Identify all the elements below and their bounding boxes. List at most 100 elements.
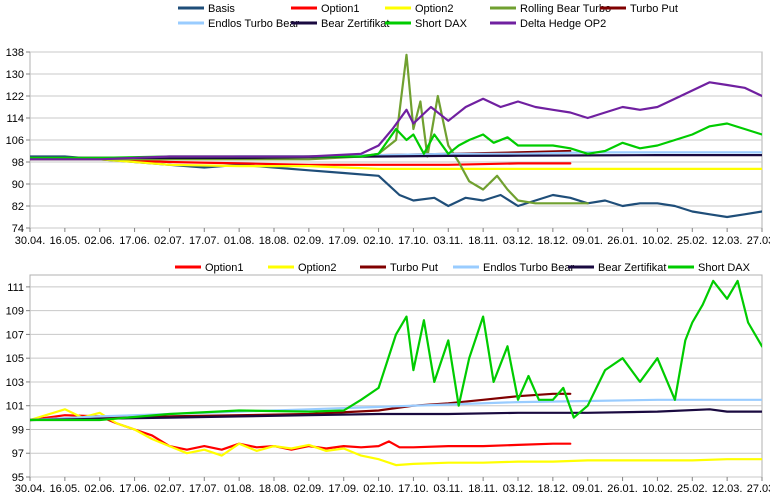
series-line-turbo-put bbox=[30, 392, 572, 422]
legend-label: Short DAX bbox=[415, 18, 468, 30]
x-tick-label: 17.06. bbox=[119, 483, 150, 495]
y-tick-label: 95 bbox=[12, 472, 24, 484]
x-tick-label: 17.07. bbox=[189, 235, 220, 247]
x-tick-label: 18.11. bbox=[468, 483, 498, 495]
y-tick-label: 111 bbox=[7, 282, 24, 294]
x-tick-label: 18.12. bbox=[538, 235, 569, 247]
y-tick-label: 103 bbox=[6, 377, 24, 389]
x-tick-label: 30.04. bbox=[15, 483, 46, 495]
legend-item: Short DAX bbox=[385, 18, 468, 30]
x-tick-label: 17.07. bbox=[189, 483, 220, 495]
x-tick-label: 09.01. bbox=[572, 483, 603, 495]
series-line-short-dax bbox=[30, 279, 762, 422]
x-tick-label: 02.09. bbox=[294, 483, 325, 495]
x-tick-label: 17.10. bbox=[398, 483, 429, 495]
legend-label: Option1 bbox=[321, 3, 360, 15]
x-tick-label: 03.11. bbox=[433, 235, 463, 247]
legend-label: Endlos Turbo Bear bbox=[208, 18, 299, 30]
x-tick-label: 25.02. bbox=[677, 483, 708, 495]
y-tick-label: 101 bbox=[6, 401, 24, 413]
series-line-rolling-bear-turbo bbox=[30, 53, 589, 205]
x-tick-label: 18.08. bbox=[259, 483, 290, 495]
legend-item: Option1 bbox=[175, 262, 244, 274]
x-tick-label: 01.08. bbox=[224, 235, 255, 247]
y-tick-label: 107 bbox=[6, 329, 24, 341]
y-tick-label: 138 bbox=[6, 47, 24, 59]
x-tick-label: 02.09. bbox=[294, 235, 325, 247]
plot-area bbox=[29, 274, 763, 478]
legend-label: Delta Hedge OP2 bbox=[520, 18, 606, 30]
x-tick-label: 02.07. bbox=[154, 483, 185, 495]
y-tick-label: 90 bbox=[12, 179, 24, 191]
legend-item: Short DAX bbox=[668, 262, 751, 274]
y-tick-label: 97 bbox=[12, 448, 24, 460]
series-group bbox=[30, 53, 762, 219]
x-tick-label: 10.02. bbox=[642, 235, 673, 247]
series-group bbox=[30, 279, 762, 467]
legend-item: Endlos Turbo Bear bbox=[453, 262, 574, 274]
legend-label: Bear Zertifikat bbox=[598, 262, 666, 274]
y-tick-label: 122 bbox=[6, 91, 24, 103]
x-tick-label: 17.09. bbox=[328, 235, 359, 247]
legend-item: Delta Hedge OP2 bbox=[490, 18, 606, 30]
legend-item: Turbo Put bbox=[360, 262, 438, 274]
x-tick-label: 12.03. bbox=[712, 483, 743, 495]
legend-label: Option2 bbox=[415, 3, 454, 15]
x-tick-label: 17.09. bbox=[328, 483, 359, 495]
legend-label: Option2 bbox=[298, 262, 337, 274]
legend-label: Turbo Put bbox=[630, 3, 678, 15]
y-tick-label: 105 bbox=[6, 353, 24, 365]
legend-label: Bear Zertifikat bbox=[321, 18, 389, 30]
legend-item: Bear Zertifikat bbox=[568, 262, 666, 274]
x-tick-label: 02.06. bbox=[84, 235, 115, 247]
y-tick-label: 82 bbox=[12, 201, 24, 213]
y-tick-label: 106 bbox=[6, 135, 24, 147]
y-tick-label: 74 bbox=[12, 223, 24, 235]
x-tick-label: 17.10. bbox=[398, 235, 429, 247]
x-tick-label: 03.12. bbox=[503, 483, 534, 495]
x-tick-label: 09.01. bbox=[572, 235, 603, 247]
legend-item: Endlos Turbo Bear bbox=[178, 18, 299, 30]
x-tick-label: 27.03. bbox=[747, 483, 770, 495]
y-tick-label: 99 bbox=[12, 424, 24, 436]
chart-1: 74 82 90 98 106 114 122 130 138 30.04. 16.05. 02.06… bbox=[6, 3, 770, 247]
legend-item: Bear Zertifikat bbox=[291, 18, 389, 30]
series-line-option2 bbox=[30, 158, 762, 170]
x-tick-label: 02.10. bbox=[363, 483, 394, 495]
x-tick-label: 18.11. bbox=[468, 235, 498, 247]
legend-item: Option2 bbox=[268, 262, 337, 274]
x-tick-label: 26.01. bbox=[607, 483, 638, 495]
x-tick-label: 30.04. bbox=[15, 235, 46, 247]
x-tick-label: 02.06. bbox=[84, 483, 115, 495]
x-tick-label: 18.08. bbox=[259, 235, 290, 247]
legend-item: Option2 bbox=[385, 3, 454, 15]
x-tick-label: 02.07. bbox=[154, 235, 185, 247]
series-line-short-dax bbox=[30, 122, 762, 159]
x-tick-label: 16.05. bbox=[50, 483, 81, 495]
legend-label: Rolling Bear Turbo bbox=[520, 3, 611, 15]
x-tick-label: 18.12. bbox=[538, 483, 569, 495]
x-tick-label: 17.06. bbox=[119, 235, 150, 247]
x-tick-label: 10.02. bbox=[642, 483, 673, 495]
legend-item: Turbo Put bbox=[600, 3, 678, 15]
x-tick-label: 25.02. bbox=[677, 235, 708, 247]
x-tick-label: 02.10. bbox=[363, 235, 394, 247]
x-tick-label: 03.12. bbox=[503, 235, 534, 247]
legend-label: Short DAX bbox=[698, 262, 751, 274]
y-tick-label: 130 bbox=[6, 69, 24, 81]
y-tick-label: 109 bbox=[6, 306, 24, 318]
legend-item: Rolling Bear Turbo bbox=[490, 3, 611, 15]
legend-item: Option1 bbox=[291, 3, 360, 15]
series-line-option2 bbox=[30, 408, 762, 467]
legend-label: Option1 bbox=[205, 262, 244, 274]
x-tick-label: 12.03. bbox=[712, 235, 743, 247]
x-tick-label: 27.03. bbox=[747, 235, 770, 247]
y-tick-label: 98 bbox=[12, 157, 24, 169]
x-tick-label: 03.11. bbox=[433, 483, 463, 495]
x-tick-label: 16.05. bbox=[50, 235, 81, 247]
series-line-delta-hedge-op2 bbox=[30, 81, 762, 161]
x-tick-label: 01.08. bbox=[224, 483, 255, 495]
x-tick-label: 26.01. bbox=[607, 235, 638, 247]
